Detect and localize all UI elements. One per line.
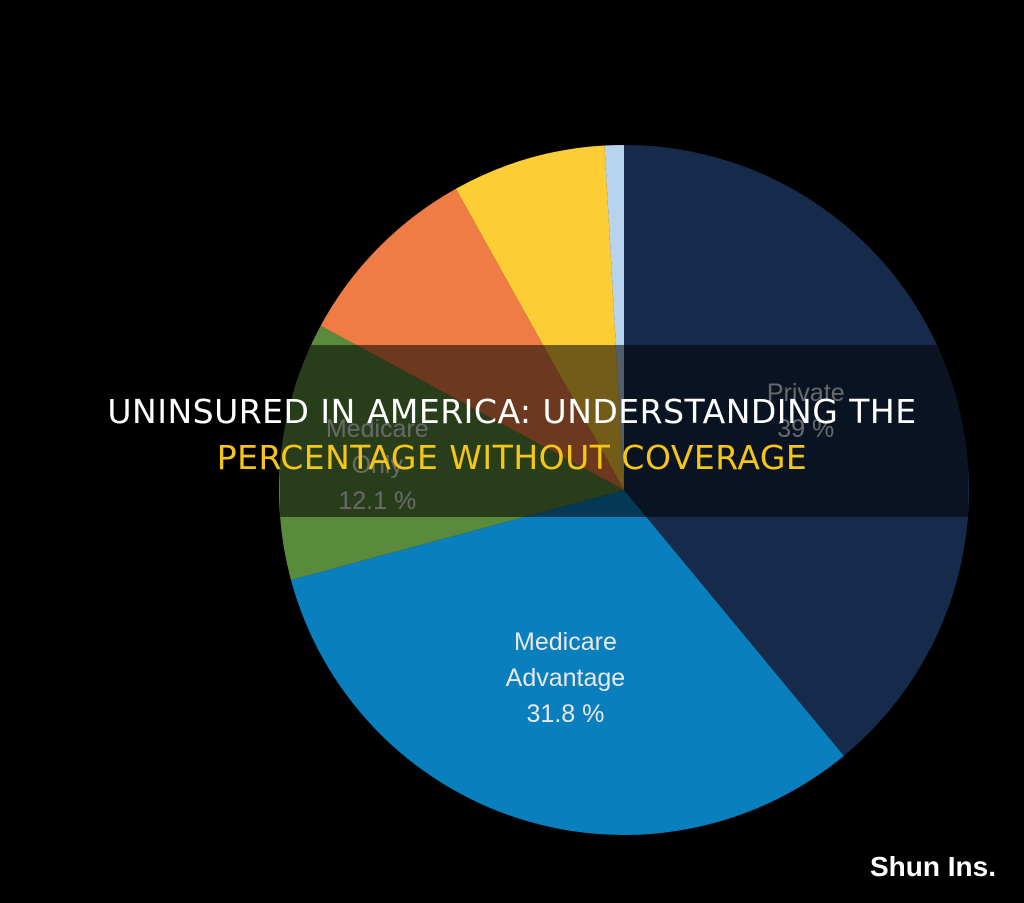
pie-slice — [290, 490, 844, 835]
category-label: Medicare Advantage — [505, 628, 626, 693]
watermark: Shun Ins. — [870, 851, 996, 882]
title-line: UNINSURED IN AMERICA: UNDERSTANDING THE — [107, 392, 917, 431]
title-line: PERCENTAGE WITHOUT COVERAGE — [216, 438, 808, 477]
value-label: 31.8 % — [526, 700, 605, 729]
slice-label: Medicare Advantage 31.8 % — [465, 624, 665, 732]
banner — [280, 345, 968, 517]
